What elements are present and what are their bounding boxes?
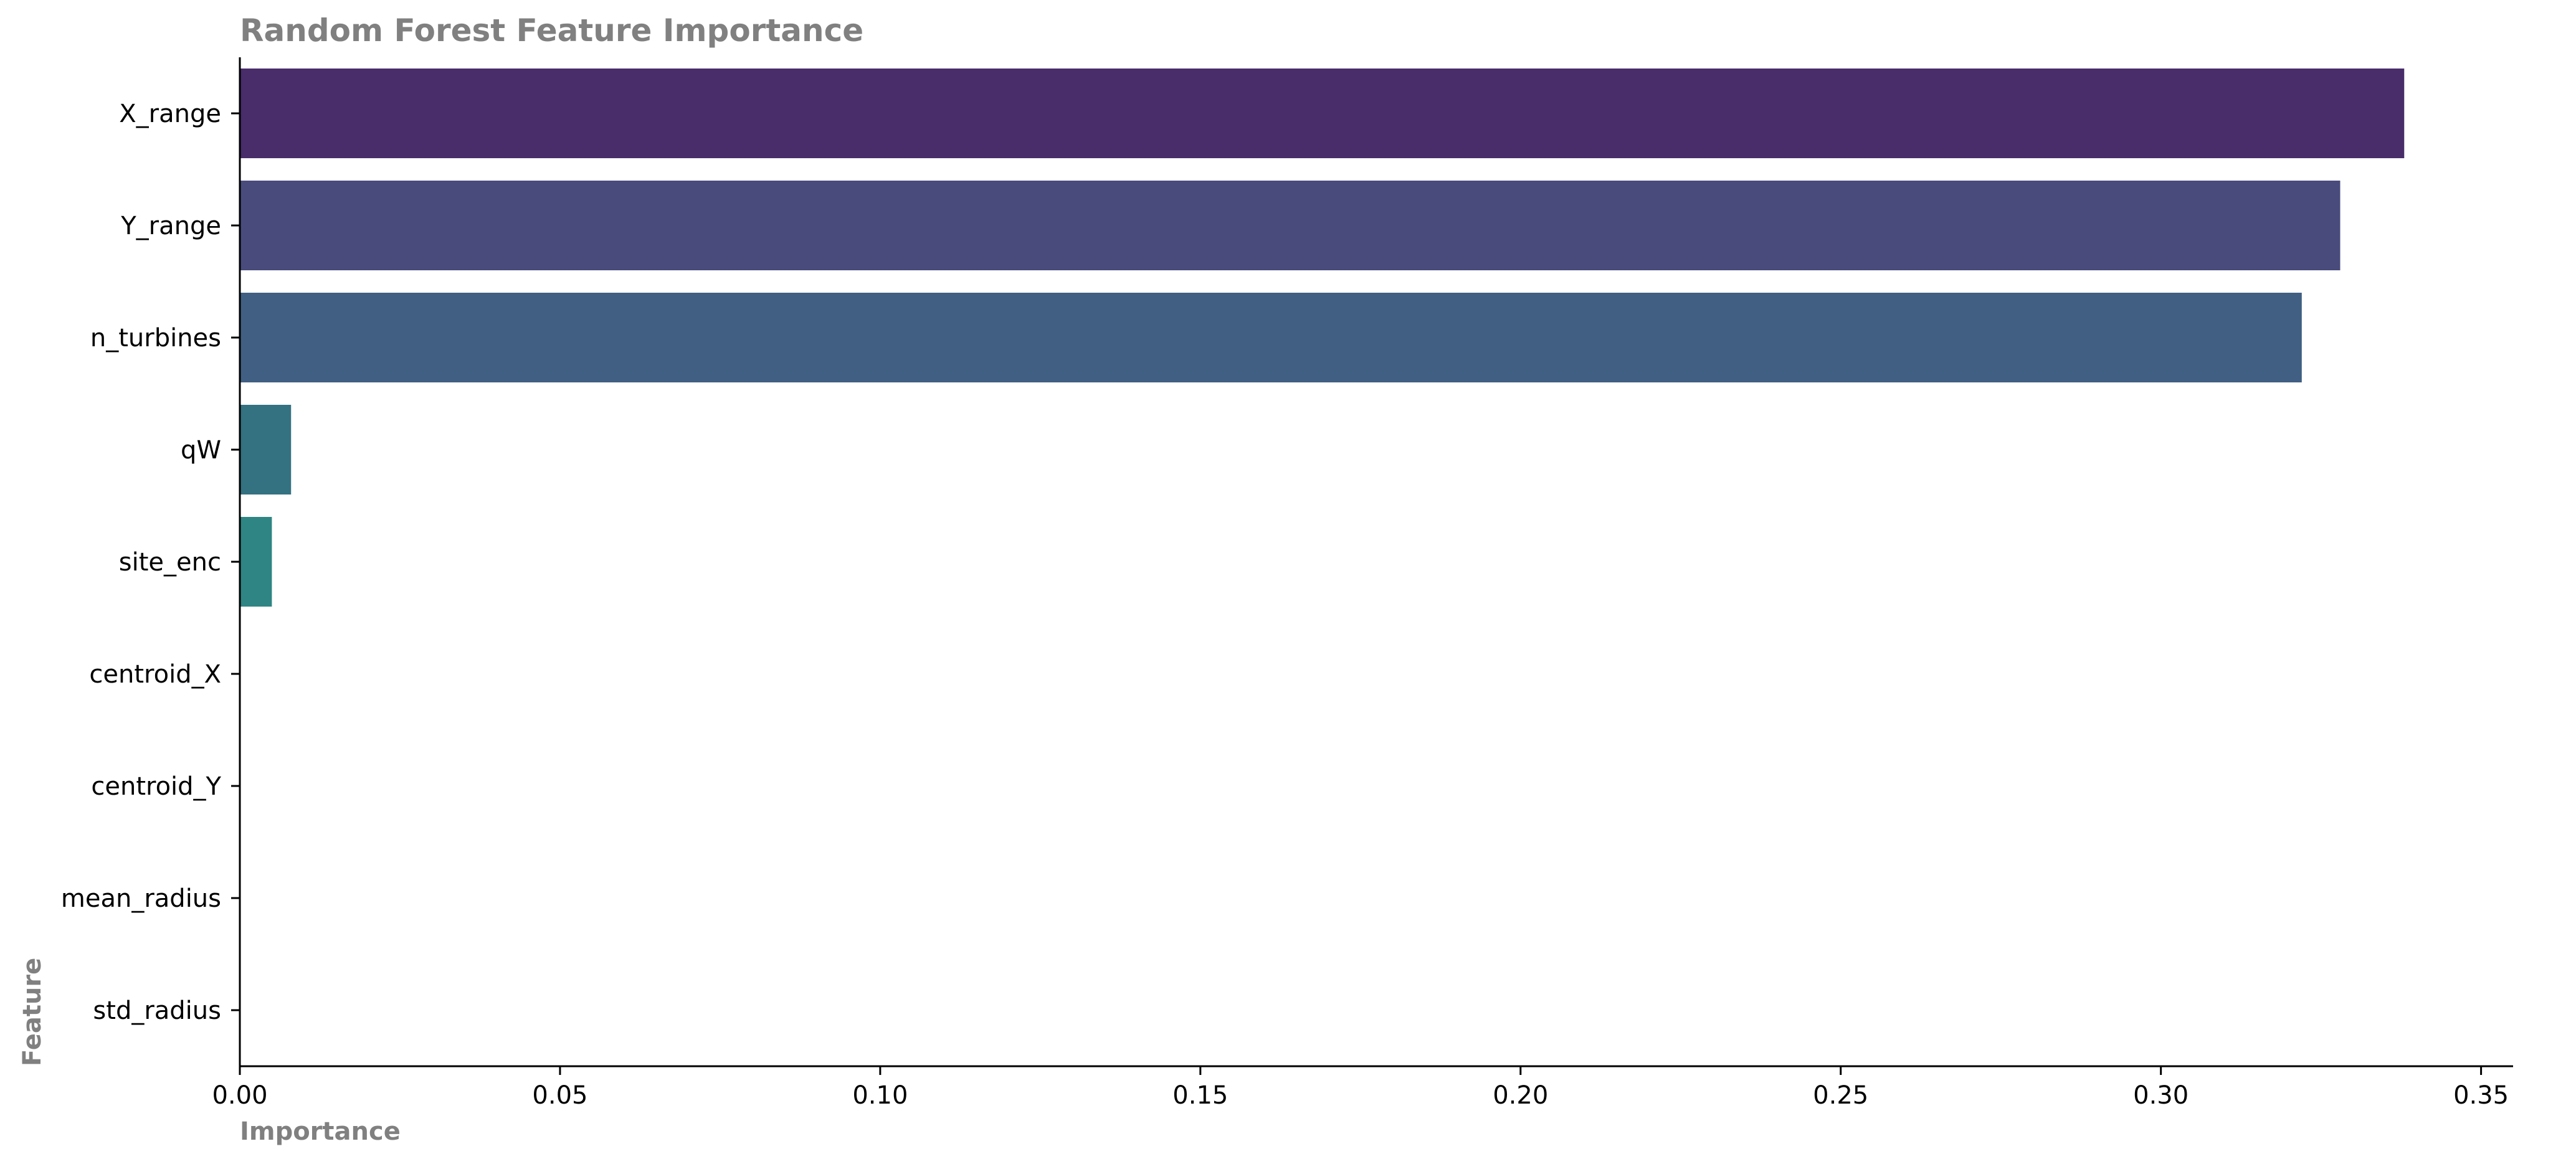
y-tick-label: X_range — [119, 100, 221, 128]
y-axis-ticks: X_range Y_range n_turbines qW site_enccentro… — [61, 100, 240, 1025]
chart-title: Random Forest Feature Importance — [240, 12, 863, 49]
x-tick-label: 0.00 — [212, 1081, 267, 1110]
y-tick-label: std_radius — [93, 996, 221, 1025]
x-axis-label: Importance — [240, 1117, 401, 1146]
x-tick-label: 0.35 — [2453, 1081, 2509, 1110]
y-tick-label: centroid_X — [89, 660, 221, 689]
y-tick-label: qW — [181, 436, 221, 465]
y-axis-label: Feature — [18, 958, 47, 1066]
y-tick-label: site_enc — [119, 548, 221, 577]
bar-Y_range — [240, 181, 2341, 270]
y-tick-label: Y_range — [120, 212, 221, 240]
y-tick-label: n_turbines — [90, 324, 221, 353]
x-axis-ticks: 0.00 0.05 0.10 0.15 0.20 0.25 0.30 0.35 — [212, 1066, 2509, 1110]
x-tick-label: 0.25 — [1813, 1081, 1868, 1110]
x-tick-label: 0.15 — [1172, 1081, 1228, 1110]
x-tick-label: 0.05 — [532, 1081, 587, 1110]
bar-X_range — [240, 69, 2405, 158]
y-tick-label: centroid_Y — [91, 772, 221, 801]
x-tick-label: 0.10 — [852, 1081, 908, 1110]
bar-site_enc — [240, 517, 272, 607]
bar-n_turbines — [240, 293, 2302, 382]
bars-group — [240, 69, 2405, 607]
x-tick-label: 0.30 — [2133, 1081, 2189, 1110]
y-tick-label: mean_radius — [61, 884, 221, 913]
x-tick-label: 0.20 — [1493, 1081, 1548, 1110]
bar-qW — [240, 405, 292, 494]
